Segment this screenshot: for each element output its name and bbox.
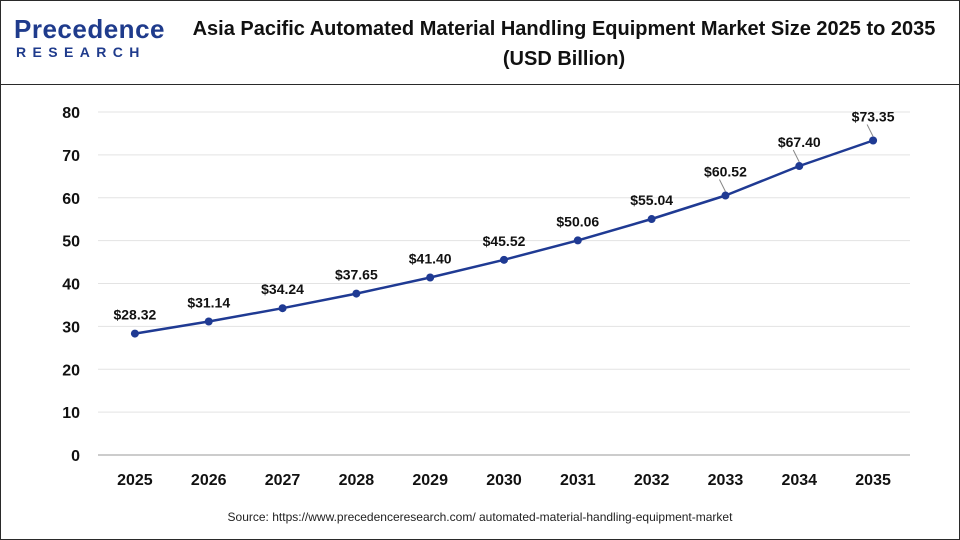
data-label: $31.14 — [187, 294, 230, 310]
x-tick-label: 2032 — [634, 472, 670, 489]
x-tick-label: 2030 — [486, 472, 522, 489]
data-label: $60.52 — [704, 164, 747, 180]
data-label: $55.04 — [630, 192, 673, 208]
y-tick-label: 70 — [62, 148, 80, 165]
source-note: Source: https://www.precedenceresearch.c… — [227, 510, 733, 524]
data-point — [721, 191, 730, 200]
y-tick-label: 10 — [62, 405, 80, 422]
chart-title-line2: (USD Billion) — [502, 48, 626, 70]
gridlines — [98, 111, 910, 456]
data-point — [278, 304, 287, 313]
y-tick-label: 0 — [71, 448, 80, 465]
data-points — [130, 136, 878, 338]
data-label: $67.40 — [778, 134, 821, 150]
logo-sub-text: RESEARCH — [16, 44, 146, 60]
logo-main-text: Precedence — [14, 14, 165, 44]
y-axis-ticks: 0 10 20 30 40 50 60 70 80 — [62, 105, 80, 465]
data-label-leader — [792, 149, 800, 163]
x-tick-label: 2025 — [117, 472, 153, 489]
y-tick-label: 20 — [62, 362, 80, 379]
data-point — [500, 255, 508, 264]
y-tick-label: 60 — [62, 191, 80, 208]
data-label: $73.35 — [852, 109, 895, 125]
data-label: $45.52 — [483, 233, 526, 249]
data-label: $50.06 — [556, 213, 599, 229]
data-labels: $28.32 $31.14 $34.24 $37.65 $41.40 $45.52 $50.… — [113, 109, 894, 323]
x-tick-label: 2029 — [412, 472, 448, 489]
y-tick-label: 30 — [62, 319, 80, 336]
x-tick-label: 2031 — [560, 472, 596, 489]
chart-title: Asia Pacific Automated Material Handling… — [168, 14, 960, 74]
data-point — [795, 162, 804, 171]
y-tick-label: 50 — [62, 234, 80, 251]
x-tick-label: 2035 — [855, 472, 891, 489]
data-label: $41.40 — [409, 250, 452, 266]
chart-title-line1: Asia Pacific Automated Material Handling… — [192, 18, 936, 40]
data-label: $34.24 — [261, 281, 304, 297]
x-tick-label: 2026 — [191, 472, 227, 489]
data-point — [647, 215, 656, 224]
data-label-leader — [719, 179, 726, 192]
precedence-research-logo: Precedence RESEARCH — [14, 14, 164, 64]
x-axis-ticks: 2025 2026 2027 2028 2029 2030 2031 2032 2033 2034… — [117, 472, 891, 489]
data-point — [352, 289, 361, 298]
data-point — [869, 136, 878, 145]
x-tick-label: 2033 — [708, 472, 744, 489]
data-label: $37.65 — [335, 267, 378, 283]
x-tick-label: 2028 — [339, 472, 375, 489]
data-point — [130, 329, 139, 338]
data-point — [573, 236, 582, 245]
data-label-leader — [866, 124, 874, 137]
chart-header: Precedence RESEARCH Asia Pacific Automat… — [0, 0, 960, 85]
data-point — [426, 273, 435, 282]
data-label: $28.32 — [113, 307, 156, 323]
x-tick-label: 2027 — [265, 472, 301, 489]
x-tick-label: 2034 — [781, 472, 817, 489]
y-tick-label: 40 — [62, 277, 80, 294]
y-tick-label: 80 — [62, 105, 80, 122]
data-point — [204, 317, 213, 326]
